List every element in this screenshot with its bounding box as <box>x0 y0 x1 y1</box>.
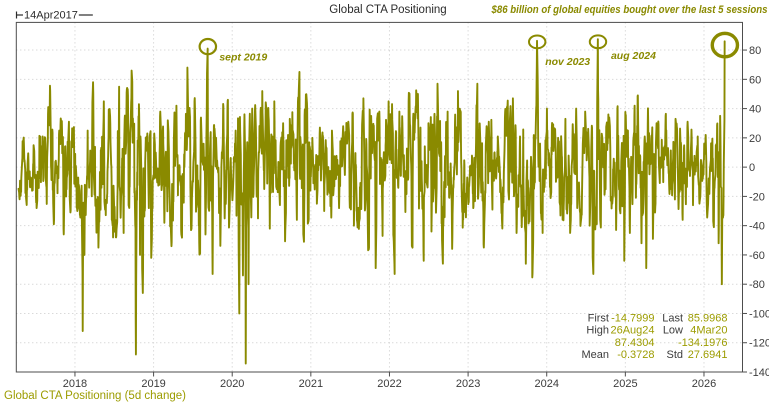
stat-value2-row2: -134.1976 <box>678 337 728 349</box>
chart-title: Global CTA Positioning <box>329 4 446 16</box>
y-tick-label: 60 <box>749 74 761 86</box>
x-tick-label: 2026 <box>692 378 716 390</box>
y-tick-label: -140 <box>749 367 769 379</box>
x-tick-label: 2018 <box>63 378 87 390</box>
stat-label2-row1: Low <box>663 325 683 337</box>
stat-label1-row3: Mean <box>581 349 609 361</box>
date-range-start-label: 14Apr2017 <box>24 10 78 22</box>
peak-circle[interactable] <box>588 34 608 50</box>
stat-label2-row0: Last <box>662 312 683 324</box>
flow-annotation: $86 billion of global equities bought ov… <box>491 4 768 16</box>
x-tick-label: 2022 <box>377 378 401 390</box>
x-tick-label: 2021 <box>299 378 323 390</box>
y-tick-label: 80 <box>749 45 761 57</box>
y-tick-label: -20 <box>749 191 765 203</box>
peak-circle[interactable] <box>198 37 218 56</box>
x-axis-ticks: 2018 2019 2020 2021 2022 2023 2024 2025 2026 <box>63 372 716 390</box>
series-line <box>17 38 726 365</box>
stat-value2-row1: 4Mar20 <box>690 325 727 337</box>
x-tick-label: 2025 <box>613 378 637 390</box>
stat-value1-row0: -14.7999 <box>611 312 654 324</box>
x-tick-label: 2023 <box>456 378 480 390</box>
y-tick-label: -40 <box>749 221 765 233</box>
peak-circle[interactable] <box>528 34 547 50</box>
y-tick-label: 20 <box>749 133 761 145</box>
plot-frame <box>15 21 744 373</box>
stat-label1-row1: High <box>586 325 609 337</box>
y-tick-label: -80 <box>749 279 765 291</box>
y-tick-label: 40 <box>749 104 761 116</box>
stat-label1-row0: First <box>588 312 609 324</box>
date-range-marker[interactable]: 14Apr2017 <box>15 10 93 22</box>
series-legend-label[interactable]: Global CTA Positioning (5d change) <box>4 390 186 402</box>
stat-value1-row3: -0.3728 <box>617 349 654 361</box>
stat-label2-row3: Std <box>666 349 683 361</box>
stat-value2-row3: 27.6941 <box>688 349 728 361</box>
peak-annotations: sept 2019 nov 2023 aug 2024 <box>198 31 740 68</box>
peak-circle[interactable] <box>710 31 740 59</box>
x-tick-label: 2020 <box>220 378 244 390</box>
cta-line <box>17 38 726 365</box>
stat-value1-row1: 26Aug24 <box>610 325 654 337</box>
peak-label: sept 2019 <box>219 52 267 64</box>
x-tick-label: 2019 <box>141 378 165 390</box>
y-axis-ticks: 80 60 40 20 0 -20 -40 -60 -80 -100 -120 -140 <box>742 45 769 379</box>
y-tick-label: 0 <box>749 162 755 174</box>
x-tick-label: 2024 <box>534 378 558 390</box>
stat-value1-row2: 87.4304 <box>615 337 655 349</box>
peak-label: aug 2024 <box>611 50 656 62</box>
y-tick-label: -100 <box>749 308 769 320</box>
stat-value2-row0: 85.9968 <box>688 312 728 324</box>
peak-label: nov 2023 <box>545 56 590 68</box>
stats-block: First -14.7999 Last 85.9968 High 26Aug24 Low 4M… <box>581 312 727 361</box>
y-tick-label: -60 <box>749 250 765 262</box>
y-tick-label: -120 <box>749 338 769 350</box>
